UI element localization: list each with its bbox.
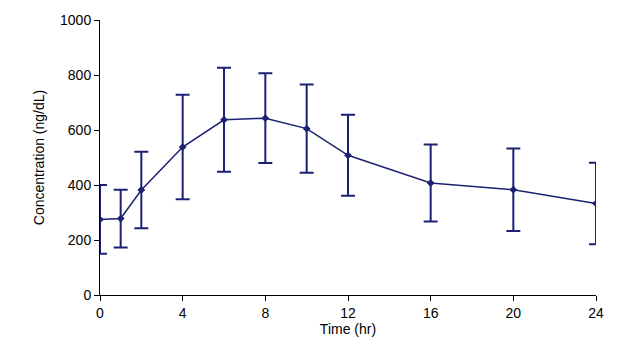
svg-text:0: 0	[96, 305, 104, 321]
svg-text:800: 800	[68, 67, 92, 83]
svg-text:24: 24	[588, 305, 604, 321]
svg-text:8: 8	[261, 305, 269, 321]
svg-text:Concentration (ng/dL): Concentration (ng/dL)	[31, 90, 47, 225]
svg-text:400: 400	[68, 177, 92, 193]
svg-text:0: 0	[83, 287, 91, 303]
svg-text:4: 4	[179, 305, 187, 321]
svg-text:600: 600	[68, 122, 92, 138]
svg-text:1000: 1000	[60, 12, 91, 28]
svg-text:16: 16	[423, 305, 439, 321]
svg-text:Time (hr): Time (hr)	[320, 321, 376, 337]
svg-text:20: 20	[506, 305, 522, 321]
svg-text:200: 200	[68, 232, 92, 248]
svg-text:12: 12	[340, 305, 356, 321]
